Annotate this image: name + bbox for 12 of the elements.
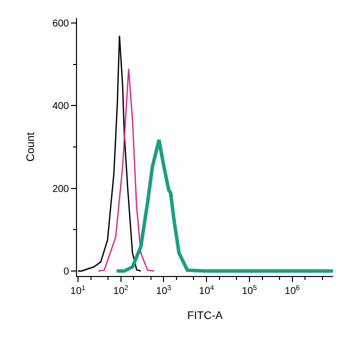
y-tick-label: 200 [52,184,70,195]
x-tick-label: 10$^{1}$ [70,284,86,297]
x-tick-label: 10$^{3}$ [156,284,172,297]
x-tick-label: 10$^{5}$ [242,284,258,297]
y-tick-label: 0 [63,266,70,278]
x-tick-label: 10$^{2}$ [113,284,128,297]
y-tick-label: 400 [52,101,70,112]
x-tick-label: 10$^{4}$ [199,284,214,297]
x-tick-label: 10$^{6}$ [284,284,300,297]
y-axis-title: Count [24,132,37,162]
y-tick-label: 600 [52,18,70,30]
x-axis-title: FITC-A [187,310,224,322]
